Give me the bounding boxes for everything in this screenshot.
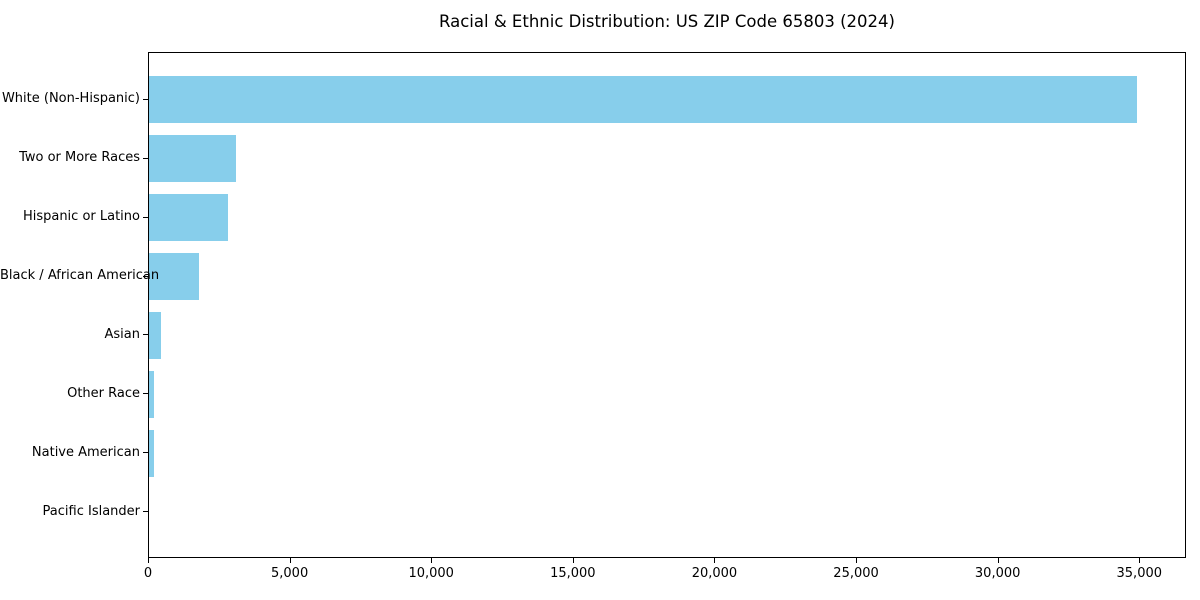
category-label: Other Race bbox=[67, 385, 140, 401]
category-label: Asian bbox=[104, 326, 140, 342]
x-tick-mark bbox=[289, 558, 291, 563]
y-tick-mark bbox=[143, 334, 148, 336]
x-tick-label: 15,000 bbox=[550, 566, 596, 581]
x-tick-mark bbox=[714, 558, 716, 563]
bar-black-african-american bbox=[149, 253, 200, 300]
y-tick-mark bbox=[143, 275, 148, 277]
x-tick-label: 25,000 bbox=[833, 566, 879, 581]
x-tick-mark bbox=[148, 558, 149, 563]
x-tick-mark bbox=[1139, 558, 1141, 563]
x-tick-mark bbox=[856, 558, 858, 563]
chart-title: Racial & Ethnic Distribution: US ZIP Cod… bbox=[439, 12, 895, 31]
x-tick-mark bbox=[997, 558, 999, 563]
x-tick-mark bbox=[431, 558, 433, 563]
category-label: Black / African American bbox=[0, 268, 160, 283]
bar-asian bbox=[149, 311, 161, 359]
x-tick-label: 0 bbox=[143, 566, 153, 581]
y-tick-mark bbox=[143, 157, 148, 159]
bar-other-race bbox=[149, 370, 154, 418]
category-label: White (Non-Hispanic) bbox=[1, 91, 140, 107]
plot-area bbox=[148, 52, 1186, 558]
x-tick-mark bbox=[572, 558, 574, 563]
bar-white-non-hispanic bbox=[149, 76, 1138, 124]
x-tick-label: 35,000 bbox=[1116, 566, 1163, 581]
category-label: Two or More Races bbox=[19, 150, 140, 166]
x-tick-label: 5,000 bbox=[271, 566, 309, 581]
y-tick-mark bbox=[143, 511, 148, 513]
y-tick-mark bbox=[143, 98, 148, 100]
bar-hispanic-or-latino bbox=[149, 194, 229, 242]
y-tick-mark bbox=[143, 393, 148, 395]
category-label: Hispanic or Latino bbox=[22, 209, 140, 225]
x-tick-label: 30,000 bbox=[974, 566, 1021, 581]
x-tick-label: 20,000 bbox=[691, 566, 738, 581]
category-label: Native American bbox=[31, 444, 140, 460]
bar-two-or-more-races bbox=[149, 135, 236, 183]
category-label: Pacific Islander bbox=[42, 503, 140, 519]
bar-native-american bbox=[149, 429, 154, 477]
x-tick-label: 10,000 bbox=[408, 566, 454, 581]
y-tick-mark bbox=[143, 452, 148, 454]
y-tick-mark bbox=[143, 216, 148, 218]
